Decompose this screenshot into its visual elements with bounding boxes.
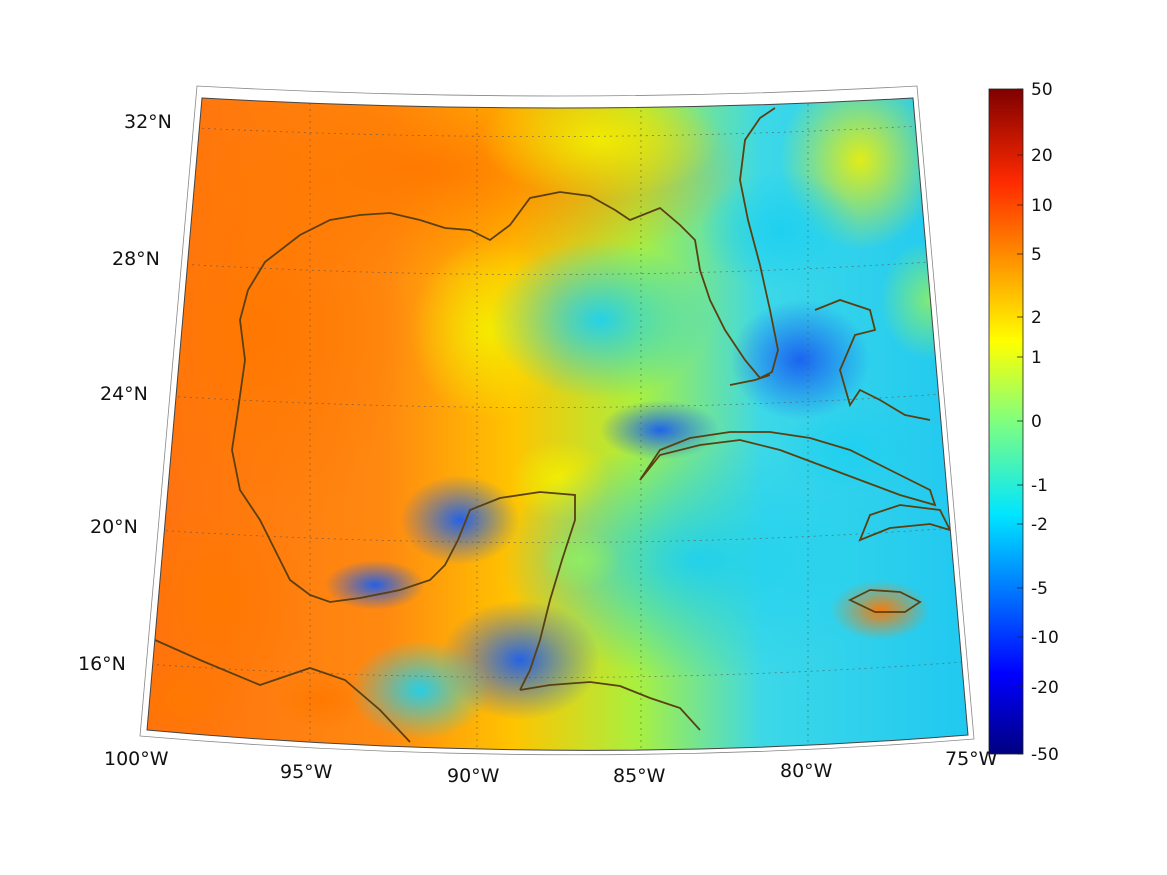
lon-tick-labels: 100°W 95°W 90°W 85°W 80°W 75°W <box>104 748 998 787</box>
coast-hispaniola <box>858 504 952 542</box>
map-border <box>146 97 969 751</box>
colorbar-tick-label: -1 <box>1031 476 1048 496</box>
map-border-outer <box>139 85 975 756</box>
colorbar-tick-label: 50 <box>1031 80 1053 100</box>
lon-tick-label: 80°W <box>780 760 833 782</box>
colorbar-tick-label: -10 <box>1031 628 1059 648</box>
colorbar-tick-label: -20 <box>1031 678 1059 698</box>
colorbar-tick-label: 20 <box>1031 146 1053 166</box>
lat-tick-labels: 32°N 28°N 24°N 20°N 16°N <box>78 111 172 675</box>
coast-mexico-west <box>231 289 576 691</box>
lat-tick-label: 16°N <box>78 653 126 675</box>
graticule <box>147 103 964 751</box>
coastlines <box>154 107 952 743</box>
coast-gulf-north <box>247 107 779 380</box>
coast-jamaica <box>847 589 922 613</box>
colorbar-tick-label: 5 <box>1031 245 1042 265</box>
coast-central-america <box>519 681 701 731</box>
data-field <box>147 98 968 751</box>
coast-pacific <box>154 639 411 743</box>
lat-tick-label: 20°N <box>90 516 138 538</box>
colorbar-tick-label: -50 <box>1031 745 1059 765</box>
lon-tick-label: 100°W <box>104 748 169 770</box>
lat-tick-label: 28°N <box>112 248 160 270</box>
lon-tick-label: 75°W <box>945 748 998 770</box>
coast-cuba <box>639 431 937 507</box>
colorbar-tick-label: 0 <box>1031 412 1042 432</box>
colorbar-ramp <box>988 88 1024 755</box>
colorbar-tick-label: 2 <box>1031 308 1042 328</box>
colorbar-tick-label: 10 <box>1031 196 1053 216</box>
colorbar-tick-label: -2 <box>1031 515 1048 535</box>
colorbar-tick-label: 1 <box>1031 348 1042 368</box>
lon-tick-label: 85°W <box>613 765 666 787</box>
coast-bahamas <box>814 299 931 421</box>
lon-tick-label: 90°W <box>447 765 500 787</box>
lon-tick-label: 95°W <box>280 761 333 783</box>
colorbar-tick-label: -5 <box>1031 579 1048 599</box>
lat-tick-label: 32°N <box>124 111 172 133</box>
coast-keys <box>729 374 771 386</box>
lat-tick-label: 24°N <box>100 383 148 405</box>
